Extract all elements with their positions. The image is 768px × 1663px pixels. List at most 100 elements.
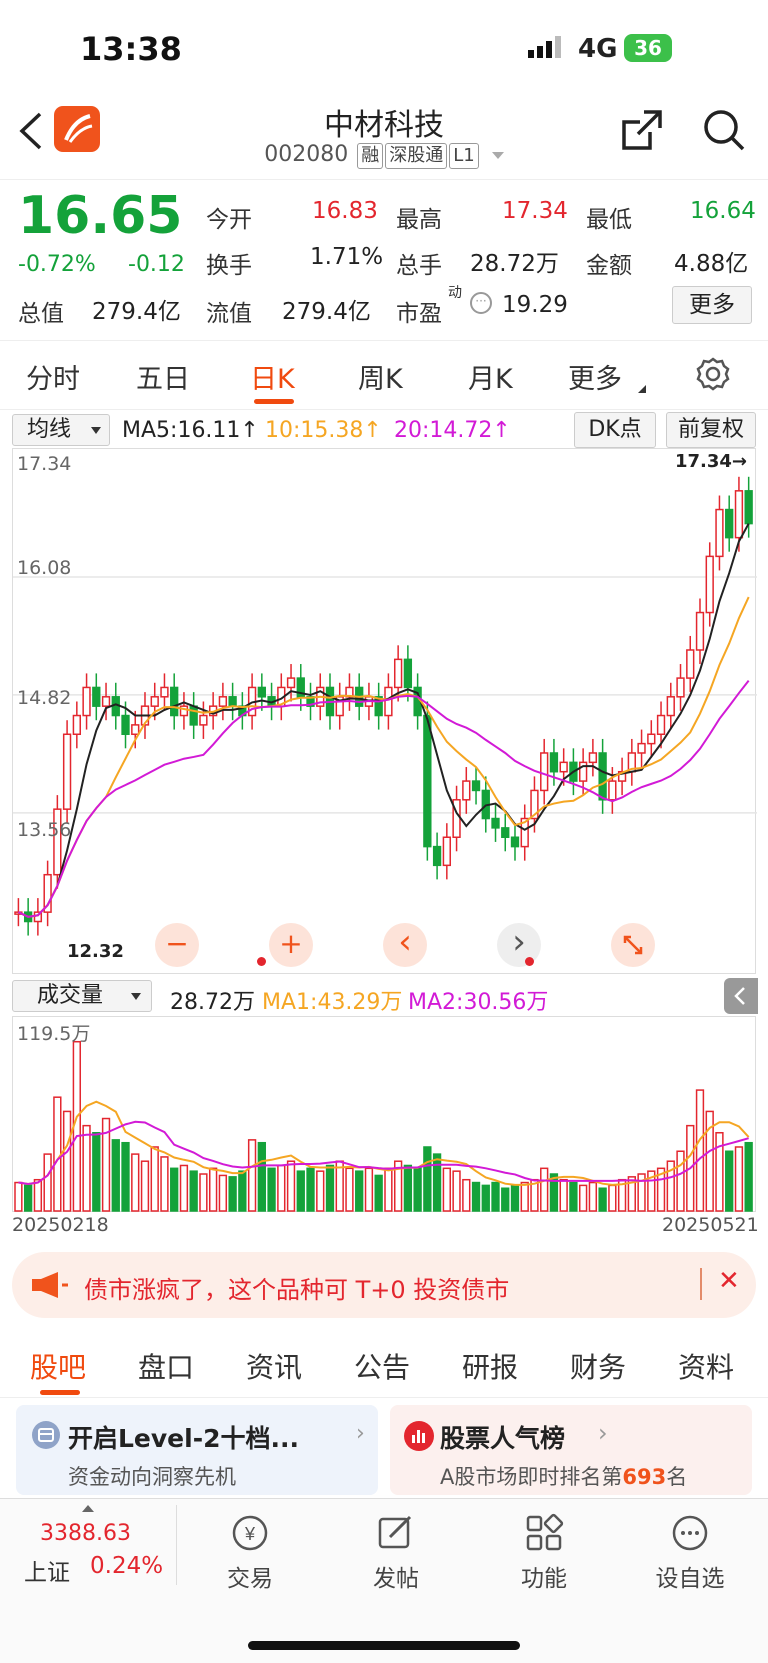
level2-sub: 资金动向洞察先机 — [68, 1465, 236, 1489]
collapse-icon[interactable] — [724, 978, 758, 1014]
post-button[interactable]: 发帖 — [346, 1513, 446, 1593]
candle — [510, 836, 520, 848]
volume-bar — [121, 1141, 130, 1212]
candle — [218, 696, 228, 707]
volume-select[interactable]: 成交量 — [12, 980, 152, 1012]
candle — [286, 677, 296, 689]
tab-five-day[interactable]: 五日 — [136, 364, 190, 395]
volume-bar — [277, 1164, 286, 1212]
volume-bar — [559, 1178, 568, 1212]
search-icon[interactable] — [702, 108, 746, 156]
zoom-out-button[interactable]: − — [155, 923, 199, 967]
volume-bar — [111, 1139, 120, 1212]
candle — [705, 555, 714, 614]
zoom-in-button[interactable]: + — [269, 923, 313, 967]
tab-research[interactable]: 研报 — [462, 1351, 519, 1384]
fullscreen-icon[interactable] — [611, 923, 655, 967]
close-icon[interactable]: ✕ — [718, 1266, 740, 1296]
back-icon[interactable] — [18, 112, 44, 154]
candle — [92, 686, 101, 707]
volume-bar — [92, 1132, 101, 1212]
volume-label: 总手 — [396, 253, 442, 279]
volume-chart[interactable]: 119.5万 — [12, 1016, 756, 1212]
volume-bar — [296, 1170, 305, 1212]
tab-weekly-k[interactable]: 周K — [358, 364, 403, 395]
home-indicator — [248, 1641, 520, 1650]
volume-svg — [14, 1040, 753, 1212]
volume-bar — [647, 1170, 656, 1212]
function-button[interactable]: 功能 — [494, 1513, 594, 1593]
candle — [82, 686, 91, 717]
tab-more[interactable]: 更多 — [568, 364, 622, 395]
info-icon[interactable]: ··· — [470, 292, 492, 314]
dot-marker — [525, 957, 534, 966]
pe-label: 市盈 — [396, 301, 442, 327]
volume-bar — [218, 1174, 228, 1212]
volume-bar — [744, 1141, 753, 1212]
tab-handicap[interactable]: 盘口 — [138, 1351, 195, 1384]
chevron-right-icon: › — [598, 1419, 608, 1447]
vol-ma2: MA2:30.56万 — [408, 990, 549, 1015]
candle — [491, 817, 500, 829]
candle — [734, 490, 744, 539]
trade-icon: ¥ — [232, 1515, 268, 1551]
tab-monthly-k[interactable]: 月K — [468, 364, 513, 395]
volume-bar — [471, 1181, 481, 1212]
popularity-card[interactable]: 股票人气榜 › A股市场即时排名第693名 — [390, 1405, 752, 1495]
candle — [150, 696, 159, 707]
tab-profile[interactable]: 资料 — [678, 1351, 735, 1384]
open-value: 16.83 — [312, 198, 378, 224]
volume-bar — [491, 1181, 500, 1212]
tab-daily-k[interactable]: 日K — [250, 364, 295, 395]
candle — [686, 649, 695, 679]
tab-notices[interactable]: 公告 — [354, 1351, 411, 1384]
volume-bar — [695, 1089, 705, 1212]
volume-bar — [725, 1150, 734, 1212]
settings-icon[interactable] — [696, 357, 730, 395]
volume-bar — [627, 1176, 636, 1212]
promo-banner[interactable]: 债市涨疯了，这个品种可 T+0 投资债市 ✕ — [12, 1252, 756, 1318]
tab-finance[interactable]: 财务 — [570, 1351, 627, 1384]
volume-bar — [238, 1170, 247, 1212]
ma-select[interactable]: 均线 — [12, 414, 110, 446]
tab-forum[interactable]: 股吧 — [30, 1351, 87, 1384]
candle — [228, 696, 237, 707]
tab-news[interactable]: 资讯 — [246, 1351, 303, 1384]
pe-value: 19.29 — [502, 292, 568, 318]
share-icon[interactable] — [620, 108, 664, 156]
volume-value: 28.72万 — [470, 251, 559, 277]
volume-bar — [540, 1167, 549, 1212]
prev-button[interactable]: ‹ — [383, 923, 427, 967]
tab-indicator — [254, 399, 294, 404]
next-button[interactable]: › — [497, 923, 541, 967]
kline-svg — [13, 476, 757, 936]
more-button[interactable]: 更多 — [672, 286, 752, 324]
candle — [520, 817, 529, 848]
candle — [666, 696, 675, 717]
volume-bar — [208, 1167, 218, 1212]
price-chart[interactable]: 17.34 16.08 14.82 13.56 17.34→ 12.32 − +… — [12, 448, 757, 974]
volume-bar — [82, 1124, 91, 1212]
stock-name: 中材科技 — [324, 108, 444, 143]
volume-bar — [131, 1153, 140, 1212]
volume-bar — [501, 1187, 510, 1212]
up-triangle-icon — [82, 1505, 94, 1512]
level2-card[interactable]: 开启Level-2十档... › 资金动向洞察先机 — [16, 1405, 378, 1495]
content-tabs: 股吧 盘口 资讯 公告 研报 财务 资料 — [0, 1330, 768, 1398]
dropdown-icon[interactable] — [491, 151, 504, 159]
dk-button[interactable]: DK点 — [574, 412, 656, 448]
index-name: 上证 — [24, 1560, 70, 1586]
banner-text: 债市涨疯了，这个品种可 T+0 投资债市 — [84, 1276, 510, 1304]
trade-button[interactable]: ¥ 交易 — [200, 1513, 300, 1593]
ma10-line — [17, 596, 750, 918]
candle — [501, 827, 510, 838]
volume-bar — [33, 1178, 43, 1212]
add-watchlist-button[interactable]: 设自选 — [640, 1513, 740, 1593]
adjust-button[interactable]: 前复权 — [666, 412, 756, 448]
fcap-label: 流值 — [206, 301, 252, 327]
volume-bar — [384, 1167, 393, 1212]
volume-bar — [247, 1139, 257, 1212]
tab-intraday[interactable]: 分时 — [26, 364, 80, 395]
volume-bar — [150, 1146, 159, 1212]
more-circle-icon — [672, 1515, 708, 1551]
